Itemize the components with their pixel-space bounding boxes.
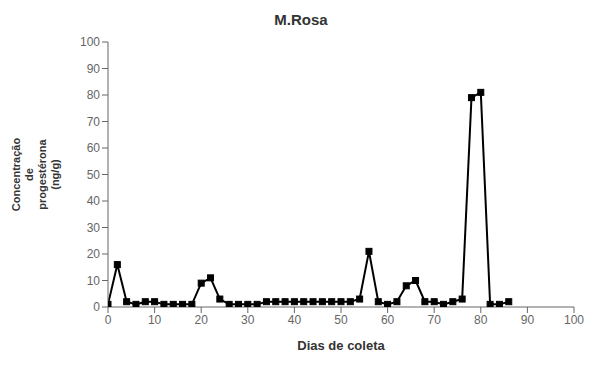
svg-text:60: 60 <box>381 313 395 327</box>
svg-text:30: 30 <box>241 313 255 327</box>
svg-text:20: 20 <box>87 247 101 261</box>
svg-text:10: 10 <box>87 274 101 288</box>
svg-text:10: 10 <box>148 313 162 327</box>
svg-text:50: 50 <box>87 168 101 182</box>
svg-text:0: 0 <box>93 300 100 314</box>
svg-text:100: 100 <box>564 313 584 327</box>
svg-text:Concentraçãodeprogestérona(ng/: Concentraçãodeprogestérona(ng/g) <box>10 138 61 212</box>
svg-text:40: 40 <box>87 194 101 208</box>
svg-text:70: 70 <box>428 313 442 327</box>
svg-text:Dias de coleta: Dias de coleta <box>297 338 385 353</box>
svg-text:90: 90 <box>521 313 535 327</box>
svg-text:30: 30 <box>87 221 101 235</box>
svg-text:90: 90 <box>87 62 101 76</box>
svg-text:40: 40 <box>288 313 302 327</box>
svg-text:70: 70 <box>87 115 101 129</box>
html-text:M.Rosa: M.Rosa <box>274 11 328 28</box>
svg-text:80: 80 <box>474 313 488 327</box>
svg-text:60: 60 <box>87 141 101 155</box>
svg-text:100: 100 <box>80 35 100 49</box>
svg-text:20: 20 <box>195 313 209 327</box>
svg-text:80: 80 <box>87 88 101 102</box>
svg-text:0: 0 <box>105 313 112 327</box>
svg-text:50: 50 <box>334 313 348 327</box>
